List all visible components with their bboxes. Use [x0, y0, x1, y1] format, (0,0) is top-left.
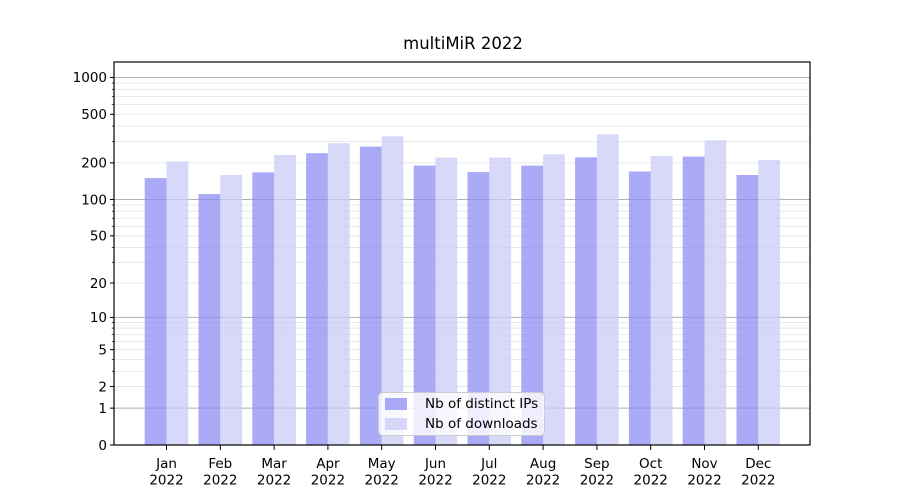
- bar-downloads-apr: [327, 143, 350, 445]
- y-tick-label: 10: [90, 310, 107, 326]
- bar-downloads-oct: [650, 155, 673, 445]
- bar-distinct-ips-jul: [467, 172, 490, 445]
- bar-downloads-may: [381, 136, 404, 446]
- axes-box: [113, 61, 811, 446]
- y-tick-label: 20: [90, 276, 107, 292]
- y-tick-label: 200: [81, 156, 107, 172]
- y-axis-labels: 0 1 2 5 10 20 50 100 200 500 1000: [73, 70, 107, 454]
- x-tick-label-month: Feb: [208, 456, 232, 472]
- x-tick-label-month: Jun: [424, 456, 446, 472]
- y-tick-label: 0: [98, 438, 107, 454]
- x-axis-ticks: [166, 445, 759, 450]
- bar-downloads-dec: [758, 160, 781, 445]
- x-tick-label-year: 2022: [149, 473, 183, 489]
- legend-label: Nb of distinct IPs: [425, 396, 539, 413]
- legend: Nb of distinct IPs Nb of downloads: [378, 392, 545, 436]
- x-tick-label-month: Aug: [530, 456, 556, 472]
- legend-label: Nb of downloads: [425, 415, 538, 432]
- x-tick-label-year: 2022: [741, 473, 775, 489]
- x-tick-label-month: Jan: [155, 456, 177, 472]
- x-tick-label-year: 2022: [687, 473, 721, 489]
- bar-downloads-feb: [220, 175, 243, 445]
- bar-distinct-ips-may: [359, 146, 382, 445]
- y-tick-label: 5: [98, 342, 107, 358]
- bar-downloads-sep: [596, 134, 619, 446]
- x-tick-label-month: Oct: [639, 456, 662, 472]
- x-tick-label-month: Apr: [316, 456, 340, 472]
- x-tick-label-year: 2022: [311, 473, 345, 489]
- chart-title: multiMiR 2022: [403, 34, 523, 53]
- legend-swatch-downloads-icon: [385, 417, 407, 430]
- bar-distinct-ips-dec: [736, 175, 759, 445]
- y-tick-label: 50: [90, 229, 107, 245]
- x-tick-label-month: Jul: [480, 456, 497, 472]
- bar-distinct-ips-jun: [413, 165, 436, 445]
- bar-downloads-jan: [166, 161, 189, 445]
- y-tick-label: 1000: [73, 70, 107, 86]
- y-tick-label: 100: [81, 192, 107, 208]
- x-axis-labels: Jan2022Feb2022Mar2022Apr2022May2022Jun20…: [149, 456, 775, 489]
- x-tick-label-month: Sep: [584, 456, 609, 472]
- legend-item-downloads: Nb of downloads: [385, 416, 538, 433]
- y-tick-label: 500: [81, 107, 107, 123]
- bars: [144, 134, 781, 446]
- x-tick-label-month: Mar: [261, 456, 287, 472]
- x-tick-label-year: 2022: [365, 473, 399, 489]
- x-tick-label-year: 2022: [257, 473, 291, 489]
- bar-distinct-ips-nov: [682, 156, 705, 445]
- y-axis-ticks: [110, 76, 114, 446]
- bar-distinct-ips-oct: [628, 171, 651, 445]
- legend-swatch-distinct-ips-icon: [385, 398, 407, 411]
- x-tick-label-year: 2022: [203, 473, 237, 489]
- bar-downloads-jul: [489, 157, 512, 445]
- legend-item-distinct-ips: Nb of distinct IPs: [385, 396, 538, 413]
- x-tick-label-month: Dec: [745, 456, 771, 472]
- bar-distinct-ips-aug: [521, 165, 544, 445]
- bar-downloads-jun: [435, 157, 458, 445]
- bar-downloads-mar: [274, 155, 296, 445]
- bar-distinct-ips-feb: [198, 194, 221, 445]
- x-tick-label-year: 2022: [634, 473, 668, 489]
- x-tick-label-year: 2022: [472, 473, 506, 489]
- x-tick-label-year: 2022: [418, 473, 452, 489]
- x-tick-label-month: May: [368, 456, 396, 472]
- y-tick-label: 1: [98, 401, 107, 417]
- bar-downloads-nov: [704, 140, 727, 446]
- bar-distinct-ips-jan: [144, 178, 167, 445]
- bar-distinct-ips-sep: [575, 157, 597, 446]
- bar-distinct-ips-mar: [252, 172, 275, 445]
- x-tick-label-year: 2022: [526, 473, 560, 489]
- bar-distinct-ips-apr: [306, 153, 328, 445]
- x-tick-label-month: Nov: [691, 456, 717, 472]
- bar-downloads-aug: [543, 154, 565, 446]
- x-tick-label-year: 2022: [580, 473, 614, 489]
- y-tick-label: 2: [98, 379, 107, 395]
